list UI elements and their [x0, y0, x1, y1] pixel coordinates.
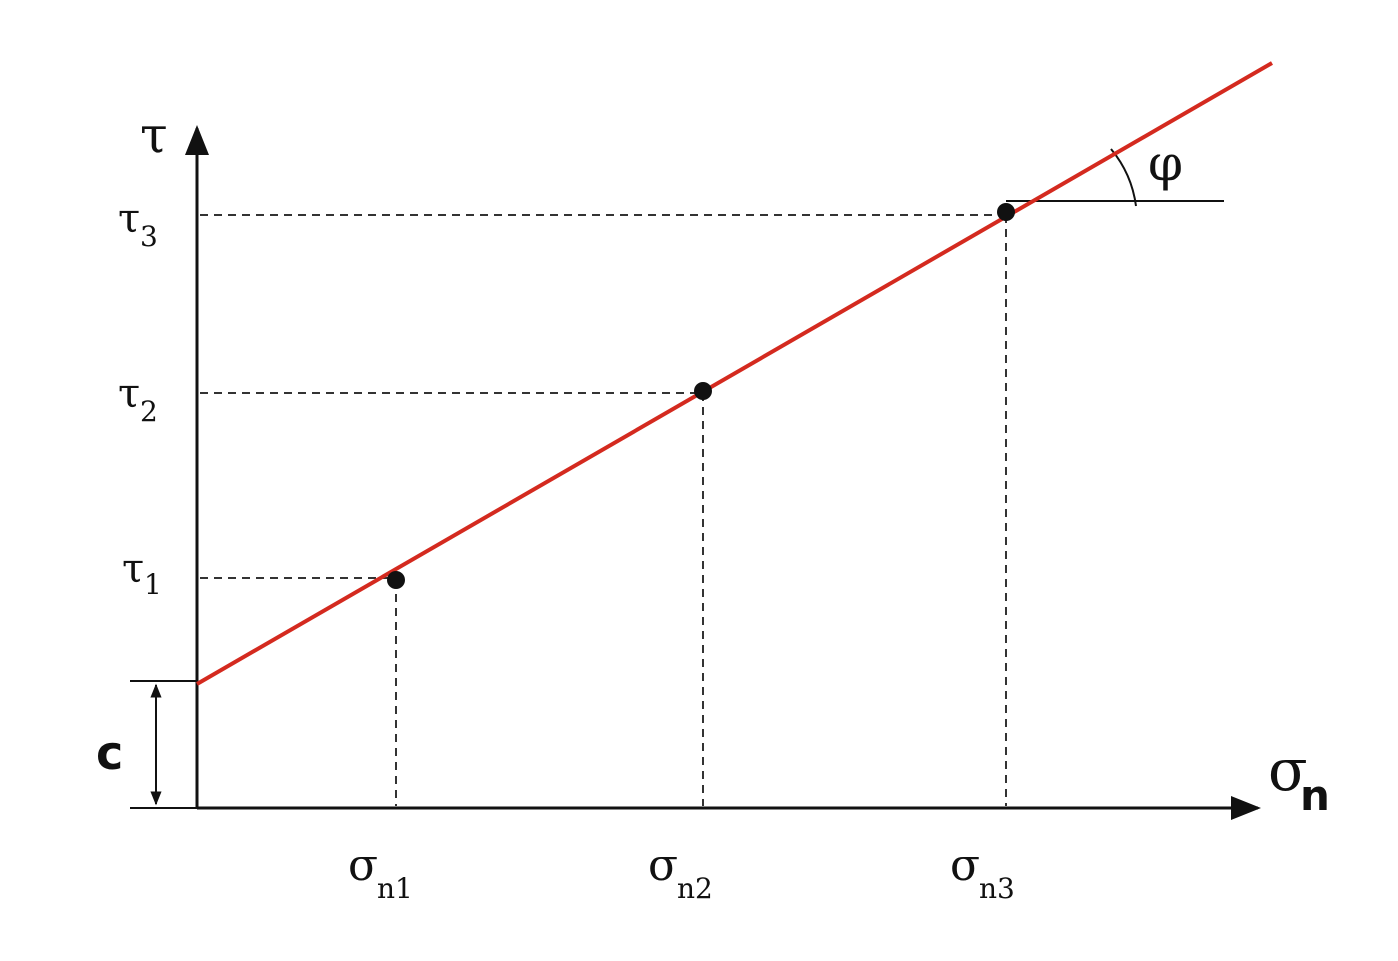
cohesion-label: c [96, 726, 123, 780]
sigma-n3-label-sub: n3 [979, 872, 1015, 905]
sigma-n1-label: σ [348, 840, 378, 891]
tau3-label: τ [118, 196, 140, 242]
x-axis-label: σ [1268, 736, 1308, 804]
failure-envelope-line [195, 61, 1274, 686]
tau2-label: τ [118, 371, 140, 417]
y-axis-label: τ [140, 106, 168, 164]
tau3-label-sub: 3 [140, 220, 158, 253]
friction-angle-arc [1110, 148, 1137, 207]
data-point-2 [694, 382, 712, 400]
sigma-n3-label: σ [950, 840, 980, 891]
x-axis-label-sub: n [1300, 771, 1330, 820]
data-point-3 [997, 203, 1015, 221]
sigma-n2-label: σ [648, 840, 678, 891]
tau1-label: τ [122, 546, 144, 592]
sigma-n1-label-sub: n1 [377, 872, 413, 905]
tau2-label-sub: 2 [140, 395, 158, 428]
sigma-n2-label-sub: n2 [677, 872, 713, 905]
data-point-1 [387, 571, 405, 589]
friction-angle-label: φ [1148, 134, 1183, 192]
tau1-label-sub: 1 [144, 568, 162, 601]
